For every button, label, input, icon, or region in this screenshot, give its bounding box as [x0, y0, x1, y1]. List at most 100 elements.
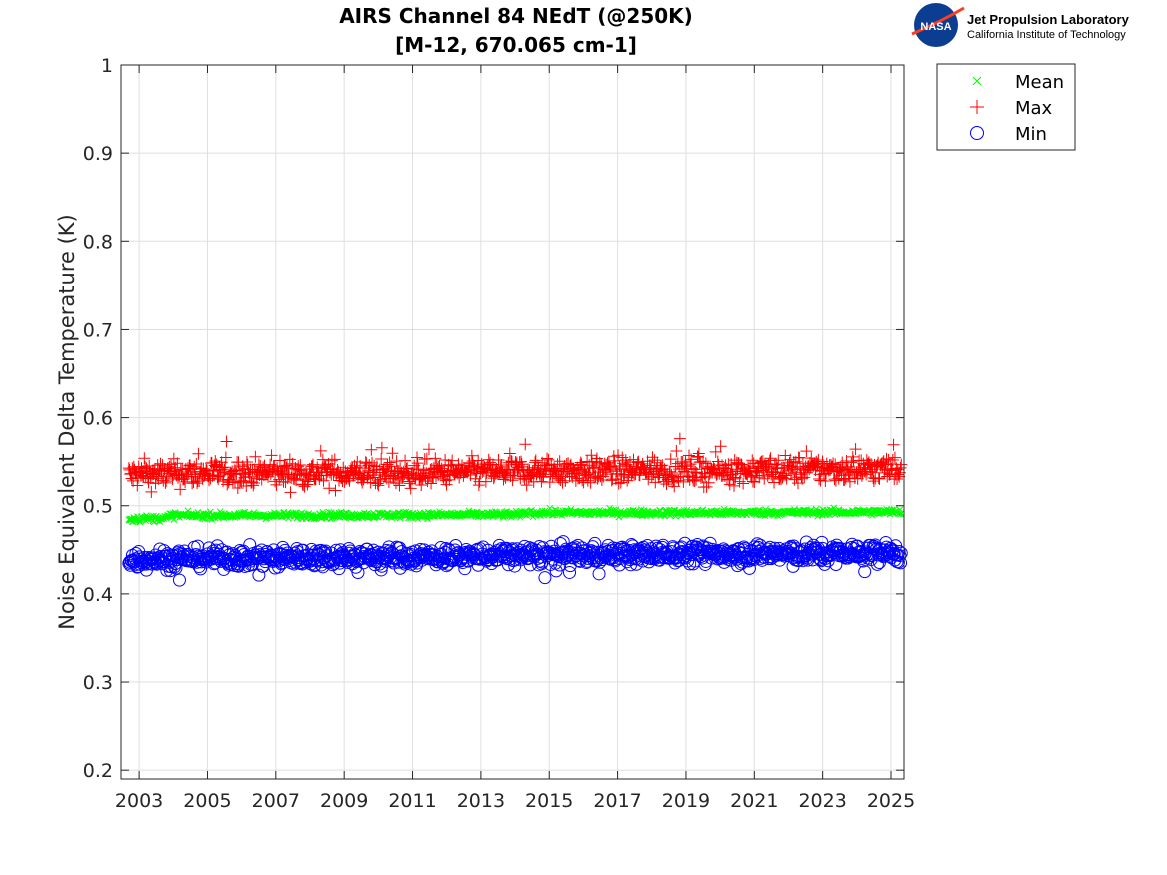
max-point [764, 452, 777, 465]
max-point [780, 469, 793, 482]
chart-title-line1: AIRS Channel 84 NEdT (@250K) [339, 4, 693, 28]
min-point [163, 564, 177, 578]
mean-point [319, 508, 327, 516]
max-point [403, 475, 416, 488]
max-point [241, 458, 254, 471]
max-point [543, 476, 556, 489]
max-point [719, 459, 732, 472]
max-point [515, 455, 528, 468]
max-point [399, 454, 412, 467]
max-point [446, 454, 459, 467]
max-point [515, 458, 528, 471]
max-point [694, 455, 707, 468]
logo-text-caltech: California Institute of Technology [967, 29, 1126, 41]
min-point [893, 549, 907, 563]
min-point [372, 551, 386, 565]
max-point [614, 476, 627, 489]
max-point [756, 455, 769, 468]
max-point [329, 484, 342, 497]
min-point [855, 551, 869, 565]
min-point [215, 543, 229, 557]
max-point [433, 459, 446, 472]
max-point [302, 475, 315, 488]
legend-item-min: Min [970, 124, 1047, 145]
min-point [538, 571, 552, 585]
max-point [219, 451, 232, 464]
max-point [503, 447, 516, 460]
max-point [633, 469, 646, 482]
series-mean [125, 504, 905, 526]
max-point [892, 468, 905, 481]
legend-label: Min [1015, 124, 1047, 145]
max-point [216, 461, 229, 474]
max-point [834, 461, 847, 474]
max-point [231, 481, 244, 494]
max-point [847, 455, 860, 468]
max-point [714, 440, 727, 453]
max-point [390, 455, 403, 468]
y-tick-label: 1 [101, 55, 113, 77]
x-tick-label: 2009 [320, 790, 368, 812]
max-point [382, 475, 395, 488]
x-tick-label: 2007 [252, 790, 300, 812]
min-point [414, 547, 428, 561]
min-point [622, 543, 636, 557]
max-point [440, 478, 453, 491]
x-tick-label: 2021 [730, 790, 778, 812]
max-point [709, 445, 722, 458]
max-point [586, 462, 599, 475]
max-point [273, 454, 286, 467]
max-point [562, 457, 575, 470]
x-tick-label: 2013 [457, 790, 505, 812]
max-point [269, 464, 282, 477]
max-point [363, 458, 376, 471]
ticks: 2003 2005 2007 2009 2011 2013 2015 2017 2019 2021… [83, 55, 915, 812]
max-point [877, 455, 890, 468]
max-point [748, 476, 761, 489]
max-point [319, 460, 332, 473]
max-point [664, 453, 677, 466]
max-point [417, 464, 430, 477]
max-point [404, 482, 417, 495]
max-point [886, 454, 899, 467]
max-point [612, 477, 625, 490]
min-point [563, 565, 577, 579]
min-point [332, 562, 346, 576]
max-point [761, 461, 774, 474]
max-point [386, 447, 399, 460]
mean-point [269, 512, 277, 520]
max-point [221, 478, 234, 491]
y-tick-label: 0.7 [83, 319, 113, 341]
x-tick-label: 2017 [593, 790, 641, 812]
min-point [592, 567, 606, 581]
max-point [582, 468, 595, 481]
max-point [499, 471, 512, 484]
max-point [670, 444, 683, 457]
max-point [690, 473, 703, 486]
min-point [858, 565, 872, 579]
max-point [887, 438, 900, 451]
min-point [894, 556, 908, 570]
max-point [192, 447, 205, 460]
max-point [219, 461, 232, 474]
x-tick-label: 2019 [662, 790, 710, 812]
max-point [646, 451, 659, 464]
max-point [848, 472, 861, 485]
max-point [798, 471, 811, 484]
y-axis-label: Noise Equivalent Delta Temperature (K) [55, 214, 79, 630]
mean-point [897, 509, 905, 517]
max-point [317, 474, 330, 487]
jpl-logo: NASA Jet Propulsion Laboratory Californi… [911, 3, 1130, 47]
max-point [247, 476, 260, 489]
max-point [217, 466, 230, 479]
nasa-meatball-icon [914, 3, 958, 47]
max-point [867, 475, 880, 488]
max-point [240, 455, 253, 468]
x-tick-label: 2015 [525, 790, 573, 812]
max-point [516, 460, 529, 473]
legend-label: Max [1015, 98, 1053, 119]
min-point [523, 558, 537, 572]
max-point [145, 485, 158, 498]
max-point [800, 445, 813, 458]
